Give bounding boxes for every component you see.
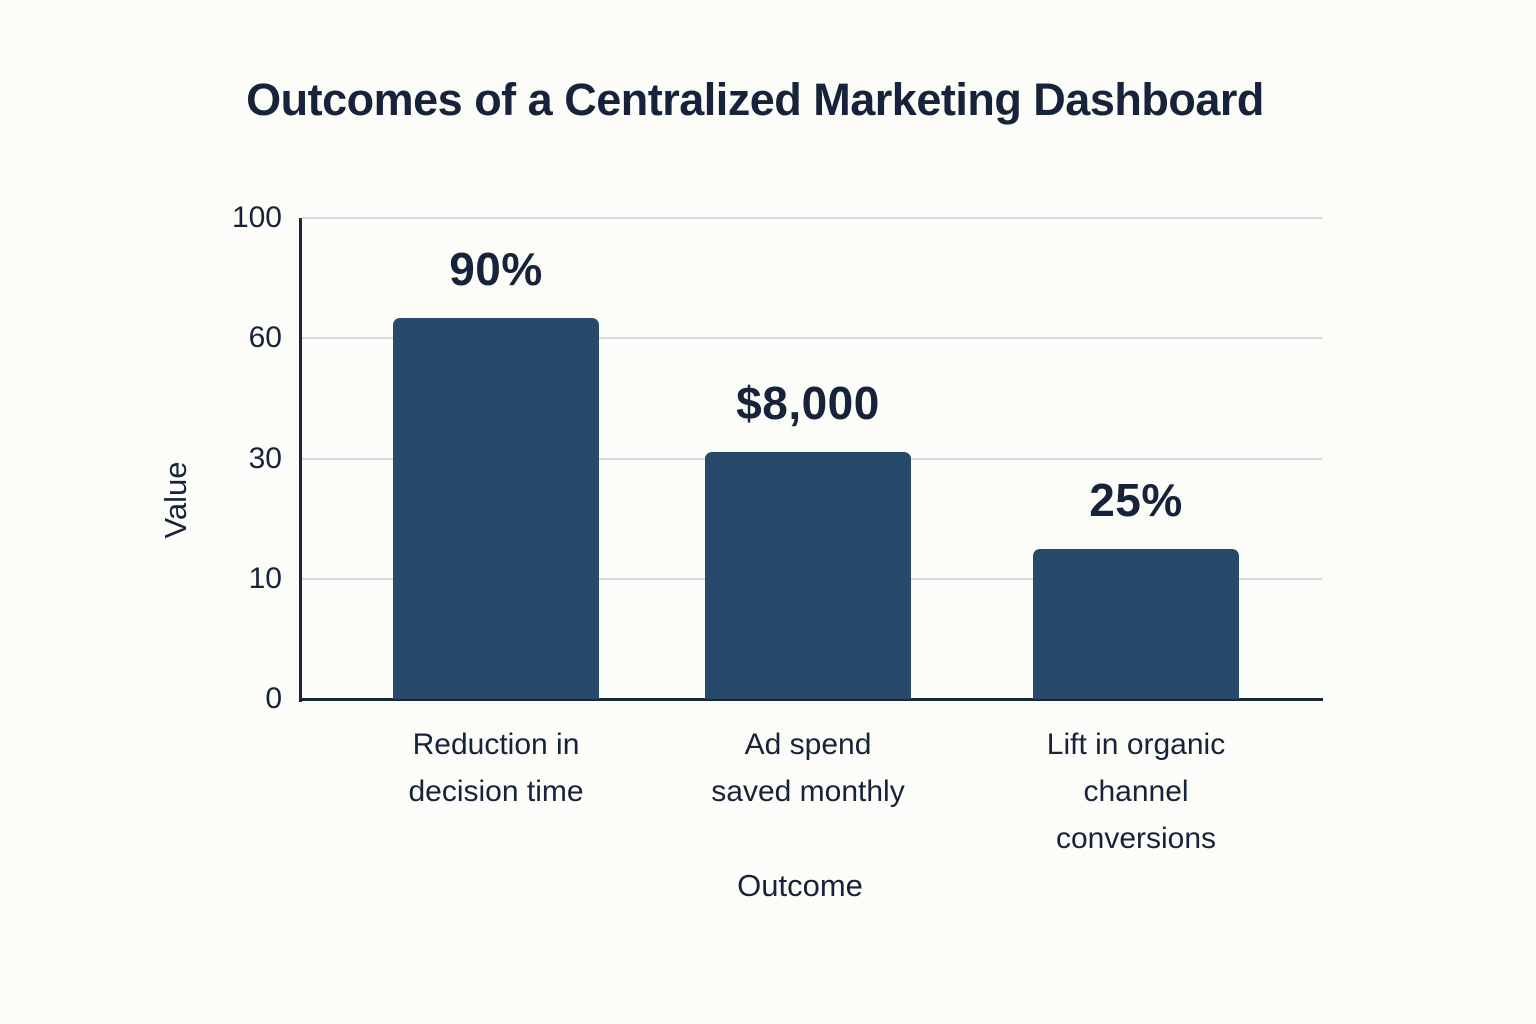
- x-axis-line: [299, 698, 1323, 701]
- bar: [1033, 549, 1239, 699]
- x-axis-title: Outcome: [737, 868, 863, 903]
- bar: [705, 452, 911, 699]
- gridline: [302, 337, 1322, 340]
- y-tick-label: 100: [231, 201, 282, 234]
- x-tick-label: Reduction in decision time: [408, 728, 584, 808]
- y-tick-label: 30: [248, 441, 282, 475]
- chart-title: Outcomes of a Centralized Marketing Dash…: [246, 74, 1264, 125]
- y-axis-line: [299, 218, 302, 702]
- bar-value-label: $8,000: [736, 377, 880, 429]
- bar-value-label: 25%: [1089, 474, 1183, 526]
- plot-area: 90% Reduction in decision time $8,000 Ad sp…: [299, 217, 1323, 855]
- bar-value-label: 90%: [449, 243, 543, 295]
- bar: [393, 318, 599, 699]
- y-tick-label: 10: [248, 561, 282, 595]
- x-tick-label: Lift in organic channel conversions: [1046, 728, 1226, 855]
- y-tick-label: 0: [265, 682, 282, 715]
- y-axis-title: Value: [158, 461, 193, 539]
- gridline: [302, 217, 1322, 219]
- x-tick-label: Ad spend saved monthly: [711, 728, 905, 808]
- y-tick-label: 60: [248, 321, 282, 355]
